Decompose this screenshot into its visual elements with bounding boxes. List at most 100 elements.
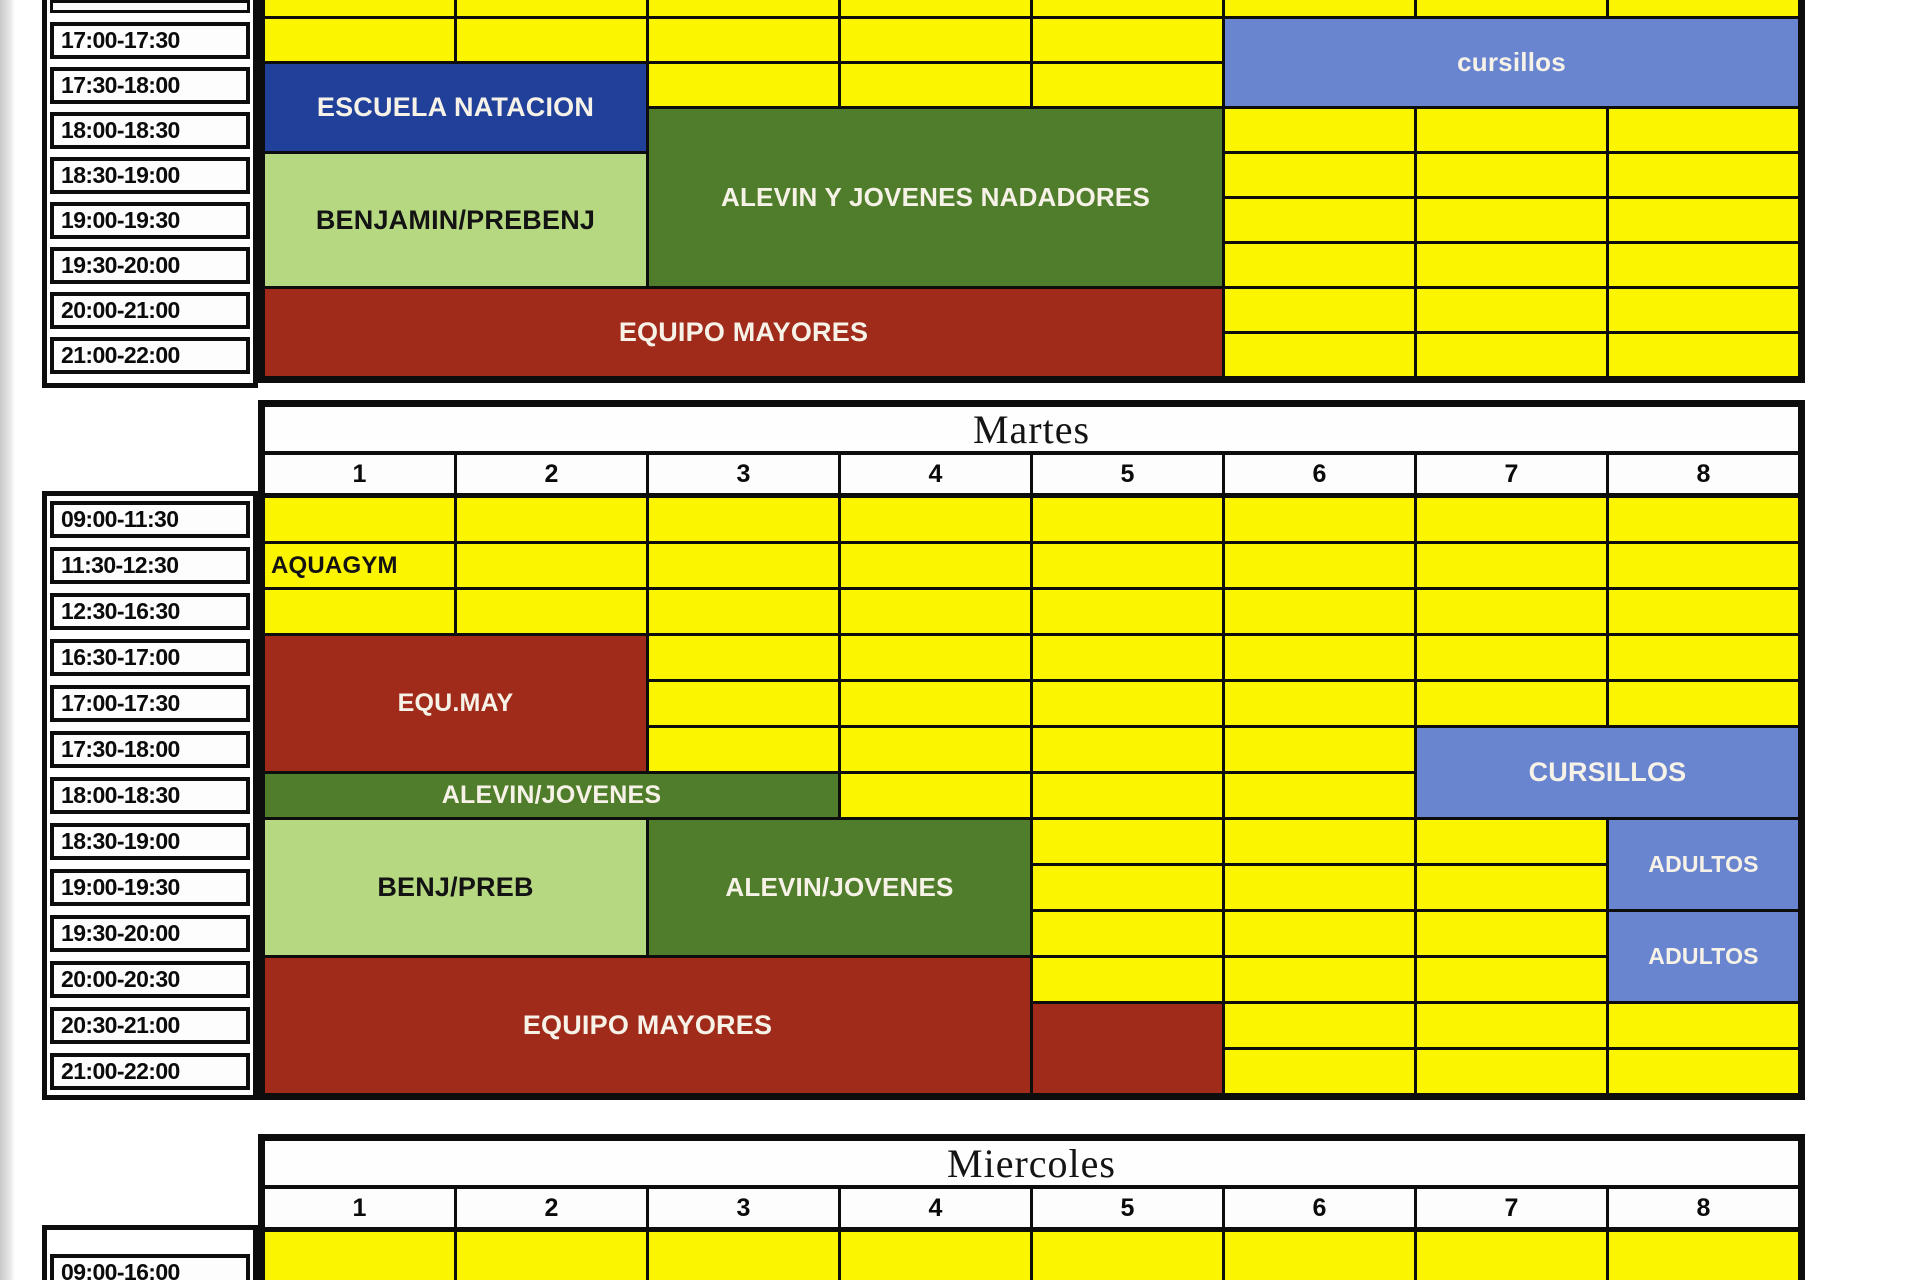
free-lane-cell bbox=[1225, 154, 1414, 196]
free-lane-cell bbox=[457, 498, 646, 541]
free-lane-cell bbox=[649, 590, 838, 633]
lane-number: 2 bbox=[457, 455, 646, 493]
free-lane-cell bbox=[1417, 244, 1606, 286]
free-lane-cell bbox=[1033, 820, 1222, 863]
time-cell: 21:00-22:00 bbox=[50, 334, 250, 376]
time-label: 18:30-19:00 bbox=[50, 156, 250, 194]
free-lane-cell bbox=[1225, 958, 1414, 1001]
time-cell: 20:00-20:30 bbox=[50, 958, 250, 1001]
time-label: 17:00-17:30 bbox=[50, 685, 250, 722]
time-label: 17:30-18:00 bbox=[50, 731, 250, 768]
free-lane-cell bbox=[1033, 590, 1222, 633]
free-lane-cell bbox=[265, 590, 454, 633]
time-cell: 12:30-16:30 bbox=[50, 590, 250, 633]
free-lane-cell bbox=[1225, 0, 1414, 16]
time-cell: 19:30-20:00 bbox=[50, 244, 250, 286]
time-cell: 11:30-12:30 bbox=[50, 544, 250, 587]
lane-number: 7 bbox=[1417, 1189, 1606, 1227]
time-cell: 18:00-18:30 bbox=[50, 774, 250, 817]
free-lane-cell bbox=[457, 590, 646, 633]
free-lane-cell bbox=[1225, 1232, 1414, 1280]
free-lane-cell bbox=[1417, 544, 1606, 587]
free-lane-cell bbox=[1609, 1232, 1798, 1280]
free-lane-cell bbox=[1609, 636, 1798, 679]
free-lane-cell bbox=[1225, 199, 1414, 241]
time-cell: 09:00-11:30 bbox=[50, 498, 250, 541]
free-lane-cell bbox=[1609, 199, 1798, 241]
time-label: 19:00-19:30 bbox=[50, 201, 250, 239]
free-lane-cell bbox=[649, 19, 838, 61]
block-cursillos: cursillos bbox=[1225, 19, 1798, 106]
day-title: Martes bbox=[265, 407, 1798, 452]
time-label: 17:30-18:00 bbox=[50, 66, 250, 104]
free-lane-cell bbox=[1033, 64, 1222, 106]
free-lane-cell bbox=[1225, 912, 1414, 955]
lane-number: 1 bbox=[265, 455, 454, 493]
time-cell: 20:30-21:00 bbox=[50, 1004, 250, 1047]
lane-grid: cursillos ESCUELA NATACION ALEVIN Y JOVENE… bbox=[265, 0, 1798, 376]
time-cell bbox=[50, 0, 250, 16]
free-lane-cell bbox=[265, 1232, 454, 1280]
free-lane-cell bbox=[1609, 682, 1798, 725]
free-lane-cell bbox=[841, 64, 1030, 106]
block-equipo-mayores: EQUIPO MAYORES bbox=[265, 958, 1030, 1093]
free-lane-cell bbox=[1609, 1050, 1798, 1093]
free-lane-cell bbox=[1417, 958, 1606, 1001]
free-lane-cell bbox=[1417, 154, 1606, 196]
free-lane-cell bbox=[1033, 19, 1222, 61]
free-lane-cell bbox=[1225, 636, 1414, 679]
free-lane-cell bbox=[1033, 912, 1222, 955]
free-lane-cell bbox=[1417, 498, 1606, 541]
lane-number: 3 bbox=[649, 1189, 838, 1227]
free-lane-cell bbox=[1033, 958, 1222, 1001]
free-lane-cell bbox=[649, 1232, 838, 1280]
schedule-table-monday-partial: 17:00-17:30 17:30-18:00 18:00-18:30 18:30-1… bbox=[42, 0, 1805, 392]
free-lane-cell bbox=[457, 1232, 646, 1280]
free-lane-cell bbox=[1609, 544, 1798, 587]
block-cursillos: CURSILLOS bbox=[1417, 728, 1798, 817]
free-lane-cell bbox=[1417, 590, 1606, 633]
time-cell: 17:00-17:30 bbox=[50, 682, 250, 725]
time-cell: 19:00-19:30 bbox=[50, 866, 250, 909]
time-label: 18:30-19:00 bbox=[50, 823, 250, 860]
free-lane-cell bbox=[1033, 728, 1222, 771]
time-label: 20:30-21:00 bbox=[50, 1007, 250, 1044]
free-lane-cell bbox=[1609, 244, 1798, 286]
free-lane-cell bbox=[1417, 866, 1606, 909]
time-label: 21:00-22:00 bbox=[50, 1053, 250, 1090]
free-lane-cell bbox=[1225, 866, 1414, 909]
time-cell: 20:00-21:00 bbox=[50, 289, 250, 331]
free-lane-cell bbox=[1033, 866, 1222, 909]
free-lane-cell bbox=[1033, 774, 1222, 817]
free-lane-cell bbox=[1033, 544, 1222, 587]
free-lane-cell bbox=[649, 728, 838, 771]
block-equ-may: EQU.MAY bbox=[265, 636, 646, 771]
free-lane-cell bbox=[1033, 1232, 1222, 1280]
free-lane-cell bbox=[1609, 154, 1798, 196]
time-column: 09:00-16:00 bbox=[42, 1225, 258, 1280]
free-lane-cell bbox=[1417, 334, 1606, 376]
block-aquagym: AQUAGYM bbox=[265, 544, 454, 587]
lane-number: 6 bbox=[1225, 1189, 1414, 1227]
free-lane-cell bbox=[841, 728, 1030, 771]
free-lane-cell bbox=[841, 0, 1030, 16]
free-lane-cell bbox=[457, 544, 646, 587]
time-cell: 19:00-19:30 bbox=[50, 199, 250, 241]
time-label: 20:00-20:30 bbox=[50, 961, 250, 998]
day-title: Miercoles bbox=[265, 1141, 1798, 1186]
lane-grid bbox=[265, 1232, 1798, 1280]
block-adultos: ADULTOS bbox=[1609, 912, 1798, 1001]
free-lane-cell bbox=[457, 0, 646, 16]
block-benjamin-prebenj: BENJAMIN/PREBENJ bbox=[265, 154, 646, 286]
block-alevin-jovenes: ALEVIN/JOVENES bbox=[649, 820, 1030, 955]
time-label: 11:30-12:30 bbox=[50, 547, 250, 584]
free-lane-cell bbox=[1225, 682, 1414, 725]
block-alevin-jovenes: ALEVIN/JOVENES bbox=[265, 774, 838, 817]
free-lane-cell bbox=[841, 19, 1030, 61]
free-lane-cell bbox=[1609, 590, 1798, 633]
free-lane-cell bbox=[649, 64, 838, 106]
free-lane-cell bbox=[841, 544, 1030, 587]
lane-number: 6 bbox=[1225, 455, 1414, 493]
lane-number: 1 bbox=[265, 1189, 454, 1227]
